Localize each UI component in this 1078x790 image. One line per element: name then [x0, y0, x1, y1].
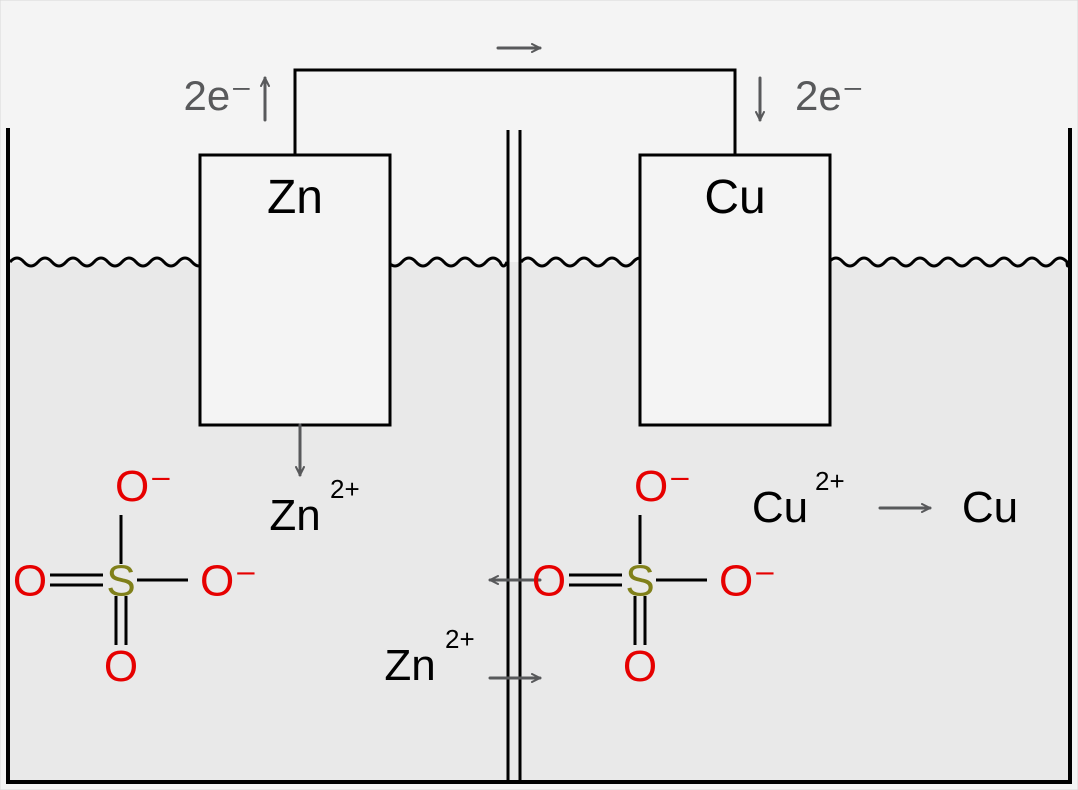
- zn-ion-top-charge: 2+: [330, 474, 360, 504]
- zn-ion-bottom: Zn: [384, 641, 435, 690]
- cu-ion-charge: 2+: [815, 466, 845, 496]
- sulfate-left-sulfur: S: [106, 556, 135, 605]
- cu-electrode-label: Cu: [704, 171, 765, 224]
- sulfate-right-o-bottom: O: [623, 642, 657, 691]
- galvanic-cell-diagram: ZnCu2e⁻2e⁻Zn2+Zn2+Cu2+CuSOO⁻O⁻OSOO⁻O⁻O: [0, 0, 1078, 790]
- sulfate-right-o-top: O⁻: [634, 462, 691, 511]
- sulfate-right-sulfur: S: [625, 556, 654, 605]
- cu-metal-label: Cu: [962, 483, 1018, 532]
- zn-electrode-label: Zn: [267, 171, 323, 224]
- sulfate-left-o-left: O: [13, 556, 47, 605]
- solution-fill: [8, 262, 1070, 782]
- electron-left-label: 2e⁻: [184, 72, 253, 119]
- electron-right-label: 2e⁻: [795, 72, 864, 119]
- cu-ion: Cu: [752, 483, 808, 532]
- sulfate-right-o-right: O⁻: [719, 556, 776, 605]
- sulfate-left-o-top: O⁻: [115, 462, 172, 511]
- zn-ion-top: Zn: [269, 491, 320, 540]
- zn-ion-bottom-charge: 2+: [445, 624, 475, 654]
- sulfate-right-o-left: O: [532, 556, 566, 605]
- sulfate-left-o-right: O⁻: [200, 556, 257, 605]
- sulfate-left-o-bottom: O: [104, 642, 138, 691]
